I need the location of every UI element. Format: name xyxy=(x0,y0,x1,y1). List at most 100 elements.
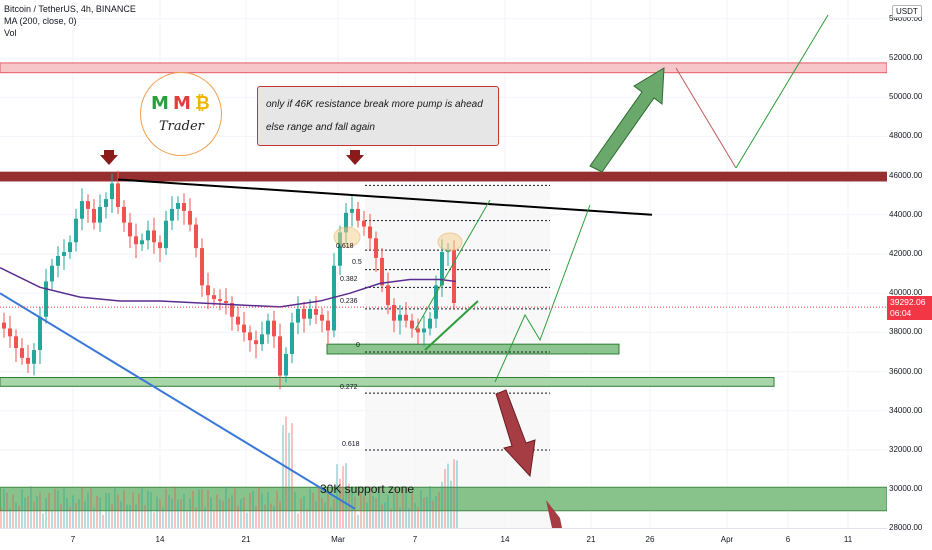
volume-bar xyxy=(105,492,107,528)
volume-bar xyxy=(24,497,26,528)
volume-bar xyxy=(399,507,401,528)
candle-body xyxy=(140,240,144,245)
candle-body xyxy=(164,220,168,249)
volume-bar xyxy=(33,501,35,528)
candle-body xyxy=(356,208,360,221)
volume-bar xyxy=(132,492,134,528)
volume-bar xyxy=(339,478,341,528)
volume-bar xyxy=(204,507,206,528)
volume-bar xyxy=(177,499,179,528)
volume-bar xyxy=(234,488,236,528)
volume-bar xyxy=(42,513,44,528)
volume-bar xyxy=(36,496,38,528)
candle-body xyxy=(326,320,330,331)
volume-bar xyxy=(213,510,215,528)
volume-bar xyxy=(276,491,278,528)
volume-bar xyxy=(237,506,239,528)
fib-label: 0 xyxy=(356,342,360,350)
price-tick-label: 32000.00 xyxy=(889,445,923,454)
candle-body xyxy=(74,218,78,243)
candle-body xyxy=(242,324,246,333)
volume-bar xyxy=(66,498,68,528)
volume-bar xyxy=(312,492,314,528)
support-zone-30k xyxy=(0,486,887,512)
volume-bar xyxy=(96,495,98,528)
logo-trader-text: Trader xyxy=(159,119,204,134)
candle-body xyxy=(344,212,348,233)
volume-bar xyxy=(243,497,245,528)
volume-bar xyxy=(327,494,329,528)
volume-bar xyxy=(219,499,221,528)
price-tick-label: 40000.00 xyxy=(889,288,923,298)
volume-bar xyxy=(345,463,347,528)
currency-badge[interactable]: USDT xyxy=(892,5,922,18)
legend-vol[interactable]: Vol xyxy=(4,28,17,38)
candle-body xyxy=(194,224,198,249)
volume-bar xyxy=(15,502,17,528)
candle-body xyxy=(38,316,42,351)
volume-bar xyxy=(123,490,125,528)
volume-bar xyxy=(321,498,323,528)
volume-bar xyxy=(93,507,95,528)
annotation-callout[interactable]: only if 46K resistance break more pump i… xyxy=(257,86,499,146)
chart-canvas[interactable] xyxy=(0,0,887,528)
volume-bar xyxy=(150,491,152,528)
candle-body xyxy=(416,328,420,333)
volume-bar xyxy=(153,512,155,528)
legend-symbol[interactable]: Bitcoin / TetherUS, 4h, BINANCE xyxy=(4,4,136,14)
time-axis[interactable]: 7 14 21 Mar 7 14 21 26 Apr 6 11 xyxy=(0,528,887,550)
highlight-circle-1 xyxy=(333,226,361,248)
candle-body xyxy=(98,206,102,223)
volume-bar xyxy=(315,501,317,528)
volume-bar xyxy=(288,432,290,528)
time-tick-label: 6 xyxy=(785,535,791,544)
candle-body xyxy=(392,304,396,321)
volume-bar xyxy=(360,493,362,528)
time-tick-label: 11 xyxy=(843,535,853,544)
volume-bar xyxy=(333,499,335,528)
candle-body xyxy=(122,206,126,223)
volume-bar xyxy=(135,504,137,528)
volume-bar xyxy=(18,505,20,528)
candle-body xyxy=(410,320,414,329)
candle-body xyxy=(272,320,276,337)
candle-body xyxy=(248,332,252,341)
volume-bar xyxy=(156,496,158,528)
candle-body xyxy=(206,285,210,296)
volume-bar xyxy=(225,486,227,528)
arrow-down-marker-1 xyxy=(100,150,118,165)
candle-body xyxy=(8,328,12,337)
volume-bar xyxy=(384,501,386,528)
candle-body xyxy=(278,336,282,376)
price-axis[interactable]: 54000.00 52000.00 50000.00 48000.00 46000.00… xyxy=(887,0,932,533)
volume-bar xyxy=(387,495,389,528)
volume-bar xyxy=(381,504,383,528)
callout-line-1: only if 46K resistance break more pump i… xyxy=(266,99,483,110)
descending-trendline xyxy=(117,178,653,216)
candle-body xyxy=(434,285,438,319)
volume-bar xyxy=(456,460,458,528)
volume-bar xyxy=(12,494,14,528)
fib-label: 0.272 xyxy=(340,384,358,392)
candle-body xyxy=(404,314,408,321)
callout-line-2: else range and fall again xyxy=(266,122,375,133)
legend-ma[interactable]: MA (200, close, 0) xyxy=(4,16,77,26)
candle-body xyxy=(308,308,312,319)
volume-bar xyxy=(69,506,71,528)
volume-bar xyxy=(375,497,377,528)
candle-body xyxy=(176,203,180,209)
time-tick-label: Apr xyxy=(720,535,734,544)
volume-bar xyxy=(450,480,452,528)
volume-bar xyxy=(51,509,53,528)
volume-bar xyxy=(81,487,83,528)
fib-label: 0.618 xyxy=(336,243,354,251)
candle-body xyxy=(68,242,72,253)
blue-trendline xyxy=(0,292,356,510)
price-tick-label: 54000.00 xyxy=(889,13,923,23)
candle-body xyxy=(14,336,18,349)
volume-bar xyxy=(231,495,233,528)
candle-body xyxy=(182,203,186,211)
volume-bar xyxy=(201,489,203,528)
volume-bar xyxy=(261,492,263,528)
volume-bar xyxy=(279,501,281,528)
